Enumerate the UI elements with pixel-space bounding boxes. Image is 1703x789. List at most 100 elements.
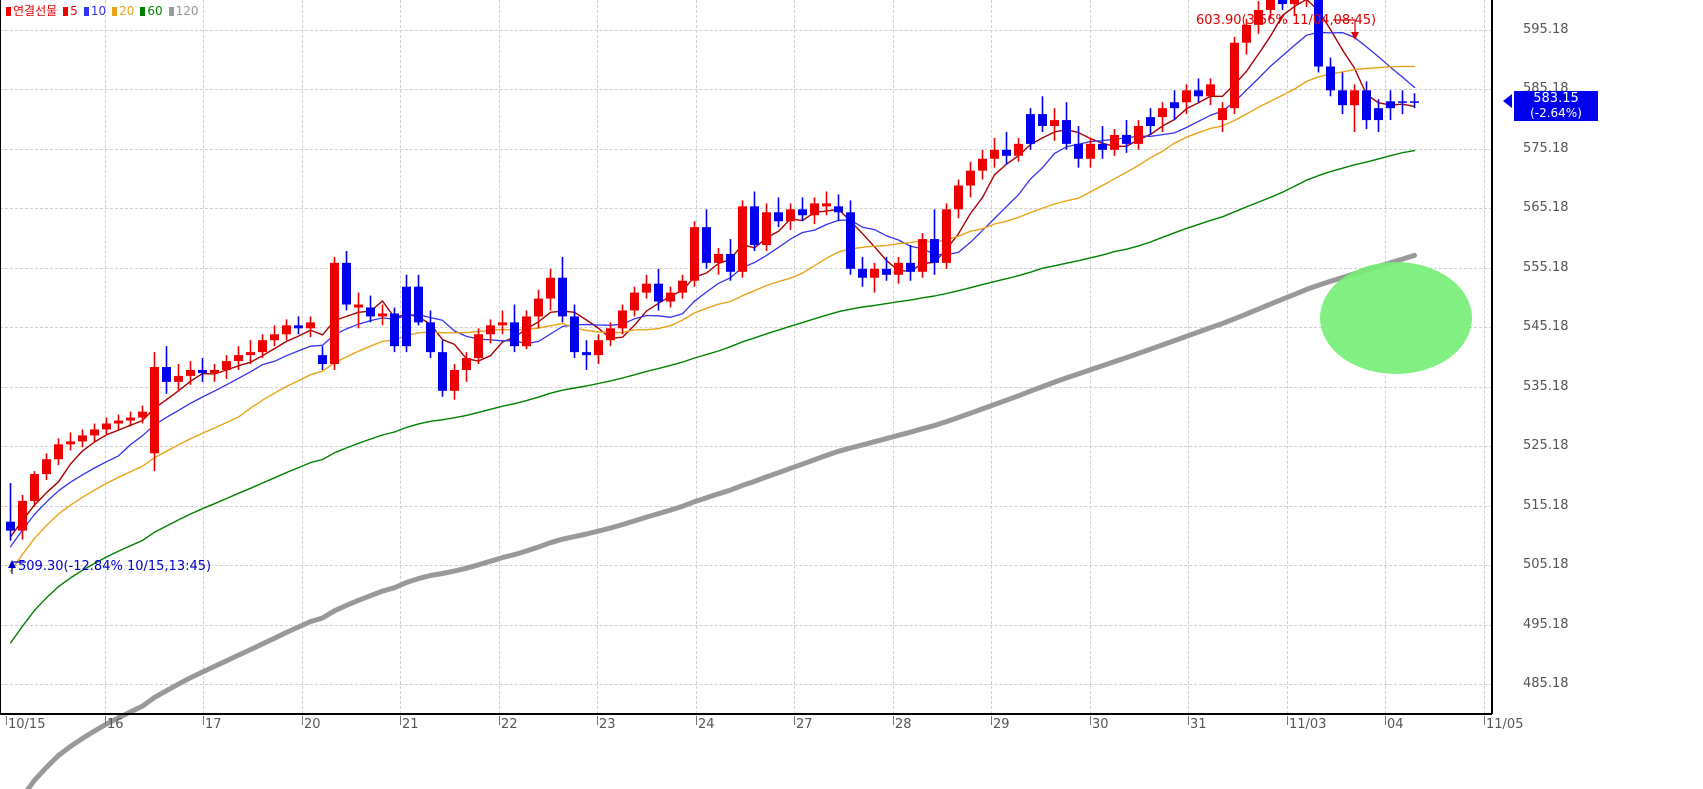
date-tick-label: 10/15: [8, 717, 46, 732]
date-tick-mark: [105, 716, 106, 725]
legend-label-ma20: 20: [119, 4, 135, 18]
candlestick: [342, 250, 351, 311]
candlestick: [546, 268, 555, 311]
candlestick: [1254, 1, 1263, 34]
candlestick: [1050, 108, 1059, 141]
candlestick: [1290, 0, 1299, 16]
legend-item-ma20[interactable]: 20: [112, 5, 134, 17]
current-price-value: 583.15: [1533, 91, 1579, 107]
price-axis[interactable]: 595.18 585.18 575.18 565.18 555.18 545.18 535.…: [1497, 0, 1703, 714]
candlestick: [378, 304, 387, 326]
candlestick: [6, 483, 15, 541]
candlestick: [258, 334, 267, 359]
candlestick: [1026, 108, 1035, 150]
date-tick-mark: [991, 716, 992, 725]
legend-symbol[interactable]: 연결선물: [6, 5, 57, 17]
candlestick-series: [6, 0, 1419, 541]
candlestick: [726, 239, 735, 281]
candlestick: [1194, 78, 1203, 103]
gridline-vertical: [203, 0, 204, 714]
price-tick-label: 495.18: [1523, 616, 1569, 632]
candlestick: [234, 346, 243, 370]
plot-frame-bottom: [0, 713, 1492, 715]
candlestick: [294, 316, 303, 335]
gridline-horizontal: [0, 505, 1492, 507]
legend-item-ma10[interactable]: 10: [83, 5, 106, 17]
candlestick: [390, 307, 399, 353]
candlestick: [1410, 93, 1419, 109]
candlestick: [486, 319, 495, 344]
date-tick-mark: [400, 716, 401, 725]
candlestick: [786, 203, 795, 231]
price-tick-label: 535.18: [1523, 378, 1569, 394]
candlestick: [1314, 0, 1323, 73]
current-price-badge[interactable]: 583.15 (-2.64%): [1514, 91, 1598, 122]
date-tick-mark: [302, 716, 303, 725]
plot-frame-right: [1491, 0, 1493, 714]
gridline-vertical: [1484, 0, 1485, 714]
date-tick-mark: [1484, 716, 1485, 725]
candlestick: [1158, 102, 1167, 132]
candlestick: [774, 197, 783, 228]
legend-item-ma60[interactable]: 60: [140, 4, 163, 18]
candlestick: [1110, 128, 1119, 156]
candlestick: [810, 197, 819, 225]
ma-line-ma5: [9, 0, 1416, 538]
candlestick: [90, 423, 99, 442]
period-high-leader: [1333, 19, 1359, 40]
moving-average-lines: [9, 0, 1417, 789]
candlestick: [594, 334, 603, 365]
candlestick: [678, 274, 687, 299]
candlestick: [1038, 96, 1047, 132]
candlestick: [126, 411, 135, 427]
gridline-vertical: [1188, 0, 1189, 714]
candlestick: [690, 221, 699, 287]
candlestick: [366, 295, 375, 323]
candlestick: [1266, 0, 1275, 19]
period-high-annotation: 603.90(3.56% 11/04,08:45): [1196, 13, 1377, 28]
date-axis[interactable]: 10/15 16 17 20 21 22 23 24 27 28 29 30 31 11/03 04 11/0…: [0, 716, 1703, 746]
candlestick: [618, 304, 627, 335]
candlestick: [570, 304, 579, 359]
candlestick: [750, 191, 759, 251]
legend-symbol-swatch: [6, 6, 11, 16]
ma-line-ma120: [24, 252, 1417, 789]
candlestick: [1206, 78, 1215, 106]
date-tick-mark: [1287, 716, 1288, 725]
date-tick-mark: [203, 716, 204, 725]
candlestick: [306, 316, 315, 338]
candlestick: [42, 453, 51, 481]
price-tick-label: 595.18: [1523, 21, 1569, 37]
candlestick: [1074, 126, 1083, 168]
ma-line-ma10: [9, 31, 1416, 548]
candlestick: [1182, 84, 1191, 115]
candlestick: [738, 200, 747, 278]
candlestick: [714, 247, 723, 275]
candlestick: [1326, 57, 1335, 97]
candlestick: [138, 405, 147, 424]
legend-item-ma5[interactable]: 5: [63, 5, 78, 17]
gridline-horizontal: [0, 446, 1492, 448]
gridline-vertical: [794, 0, 795, 714]
candlestick: [1134, 120, 1143, 150]
date-tick-label: 31: [1190, 717, 1207, 732]
gridline-vertical: [105, 0, 106, 714]
legend-item-ma120[interactable]: 120: [168, 5, 199, 17]
price-tick-label: 515.18: [1523, 497, 1569, 513]
candlestick: [906, 245, 915, 281]
candlestick: [882, 256, 891, 281]
candlestick: [762, 203, 771, 251]
candlestick: [1146, 108, 1155, 135]
date-tick-label: 11/03: [1289, 717, 1327, 732]
price-tick-label: 505.18: [1523, 557, 1569, 573]
candlestick: [414, 274, 423, 326]
legend-label-ma60: 60: [147, 4, 163, 18]
date-tick-mark: [597, 716, 598, 725]
candlestick: [1398, 90, 1407, 115]
chart-plot-area[interactable]: 603.90(3.56% 11/04,08:45) 509.30(-12.84%…: [0, 0, 1493, 789]
date-tick-mark: [1090, 716, 1091, 725]
candlestick: [438, 340, 447, 397]
candlestick: [114, 414, 123, 430]
candlestick: [1122, 120, 1131, 153]
candlestick: [1350, 84, 1359, 132]
